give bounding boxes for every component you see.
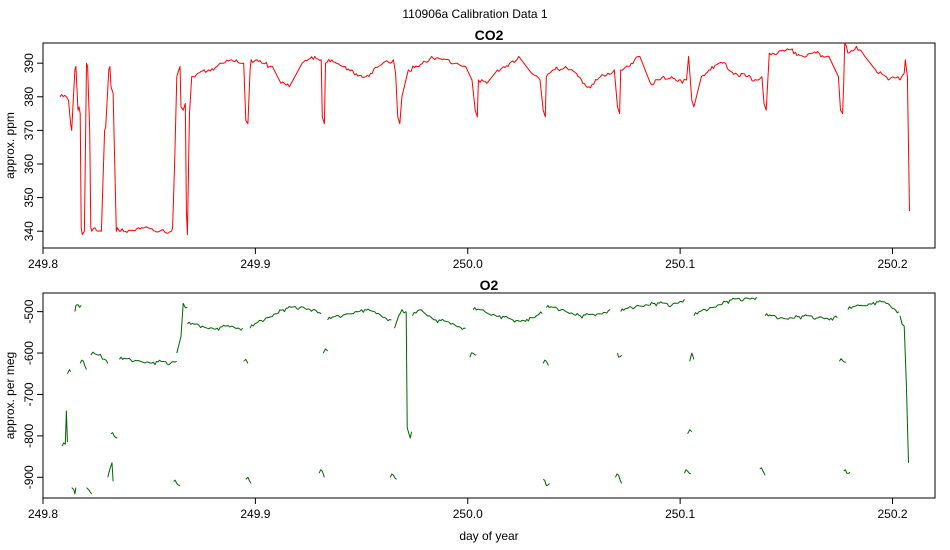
series-line-segment — [899, 315, 909, 463]
series-line-segment — [176, 302, 188, 354]
co2-y-axis-label: approx. ppm — [3, 112, 17, 179]
co2-title: CO2 — [475, 27, 504, 43]
o2-y-axis: -900 -800 -700 -600 -500 — [22, 299, 43, 489]
series-line-segment — [683, 469, 692, 475]
series-line-segment — [187, 321, 243, 331]
x-tick-label: 249.9 — [240, 507, 270, 521]
series-line-segment — [90, 351, 109, 364]
series-line-segment — [322, 348, 328, 354]
series-line-segment — [472, 307, 543, 323]
series-line-segment — [86, 487, 93, 495]
series-line-segment — [61, 410, 68, 447]
co2-y-axis: 340 350 360 370 380 390 — [22, 53, 43, 241]
series-line-segment — [59, 42, 910, 236]
series-line-segment — [405, 311, 412, 439]
y-tick-label: -500 — [22, 299, 36, 323]
x-tick-label: 249.8 — [28, 507, 58, 521]
series-line-segment — [74, 304, 82, 312]
o2-plot-frame — [42, 292, 936, 499]
y-tick-label: 370 — [22, 120, 36, 140]
x-tick-label: 250.0 — [453, 257, 483, 271]
series-line-segment — [79, 359, 87, 370]
x-tick-label: 250.1 — [665, 257, 695, 271]
series-line-segment — [759, 467, 766, 476]
series-line-segment — [689, 352, 695, 362]
series-line-segment — [545, 304, 611, 319]
series-line-segment — [620, 298, 685, 312]
series-line-segment — [245, 476, 252, 484]
series-line-segment — [394, 309, 407, 329]
series-line-segment — [614, 473, 623, 484]
series-line-segment — [318, 469, 325, 478]
co2-panel: CO2 approx. ppm 249.8 249.9 250.0 250.1 250.… — [3, 27, 936, 271]
series-line-segment — [469, 352, 477, 358]
x-tick-label: 250.2 — [878, 257, 908, 271]
y-tick-label: 340 — [22, 221, 36, 241]
series-line-segment — [249, 306, 322, 329]
series-line-segment — [764, 313, 838, 321]
main-title: 110906a Calibration Data 1 — [402, 7, 548, 21]
o2-panel: O2 approx. per meg day of year 249.8 249.… — [3, 277, 936, 543]
series-line-segment — [327, 308, 392, 322]
series-line-segment — [847, 300, 900, 314]
o2-x-axis: 249.8 249.9 250.0 250.1 250.2 — [28, 498, 908, 521]
co2-plot-frame — [42, 42, 936, 249]
y-tick-label: -900 — [22, 465, 36, 489]
x-tick-label: 249.9 — [240, 257, 270, 271]
series-line-segment — [119, 356, 178, 366]
series-line-segment — [687, 429, 693, 435]
series-line-segment — [71, 487, 77, 495]
o2-title: O2 — [480, 277, 499, 293]
series-line-segment — [243, 358, 249, 364]
y-tick-label: 390 — [22, 53, 36, 73]
series-line-segment — [542, 359, 549, 366]
y-tick-label: 380 — [22, 86, 36, 106]
series-line-segment — [542, 478, 550, 487]
y-tick-label: 350 — [22, 187, 36, 207]
series-line-segment — [107, 462, 114, 482]
series-line-segment — [389, 473, 397, 480]
y-tick-label: 360 — [22, 154, 36, 174]
series-line-segment — [412, 309, 466, 330]
series-line-segment — [173, 479, 181, 487]
x-tick-label: 250.1 — [665, 507, 695, 521]
series-line-segment — [66, 369, 72, 375]
o2-y-axis-label: approx. per meg — [3, 352, 17, 439]
x-tick-label: 250.2 — [878, 507, 908, 521]
y-tick-label: -700 — [22, 382, 36, 406]
series-line-segment — [838, 358, 846, 363]
x-tick-label: 249.8 — [28, 257, 58, 271]
series-line-segment — [693, 296, 758, 317]
series-line-segment — [617, 352, 623, 358]
x-axis-label: day of year — [459, 529, 518, 543]
y-tick-label: -800 — [22, 424, 36, 448]
co2-series — [59, 42, 910, 236]
series-line-segment — [110, 432, 118, 439]
y-tick-label: -600 — [22, 341, 36, 365]
x-tick-label: 250.0 — [453, 507, 483, 521]
o2-series — [61, 296, 909, 495]
co2-x-axis: 249.8 249.9 250.0 250.1 250.2 — [28, 248, 908, 271]
series-line-segment — [843, 469, 851, 474]
